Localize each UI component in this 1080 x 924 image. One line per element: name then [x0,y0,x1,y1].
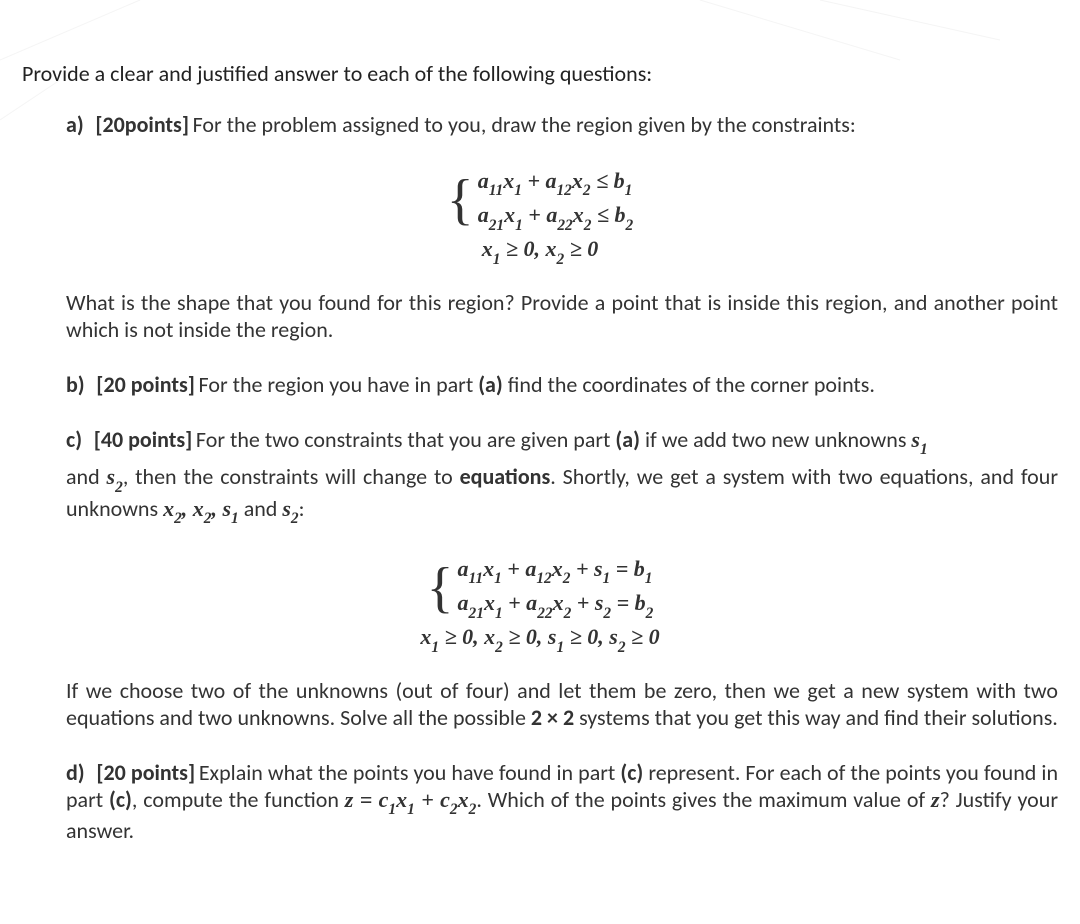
question-c-varslist: x2, x2, s1 [163,496,239,521]
question-c-text4: , then the constraints will change to [123,463,460,490]
question-b-text2: find the coordinates of the corner point… [503,371,875,398]
question-b-points: [20 points] [96,371,195,398]
left-brace-icon: { [427,563,454,613]
question-c-bold1: (a) [615,426,640,453]
question-b-bold: (a) [478,371,503,398]
question-c-var3: s2 [282,496,298,521]
question-c: c) [40 points] For the two constraints t… [66,426,1058,526]
question-c-bold2: equations [460,463,551,490]
question-c-fu2: systems that you get this way and find t… [574,704,1058,731]
question-a-text: For the problem assigned to you, draw th… [193,111,856,138]
question-c-points: [40 points] [94,426,193,453]
question-c-math: { a11x1 + a12x2 + s1 = b1 a21x1 + a22x2 … [22,554,1058,655]
question-c-text6: and [239,495,283,522]
question-d-text1: Explain what the points you have found i… [199,759,621,786]
question-c-text1: For the two constraints that you are giv… [196,426,615,453]
question-d-text3: , compute the function [132,786,345,813]
math-c-line1: a11x1 + a12x2 + s1 = b1 [458,554,654,588]
question-a: a) [20points] For the problem assigned t… [66,111,1058,138]
question-a-points: [20points] [95,111,189,138]
question-d-bold1: (c) [620,759,643,786]
question-d-bold2: (c) [109,786,132,813]
question-c-text7: : [299,495,305,522]
question-a-label: a) [66,111,84,138]
question-a-math: { a11x1 + a12x2 ≤ b1 a21x1 + a22x2 ≤ b2 … [22,166,1058,267]
math-c-line3: x1 ≥ 0, x2 ≥ 0, s1 ≥ 0, s2 ≥ 0 [22,624,1058,654]
question-b: b) [20 points] For the region you have i… [66,371,1058,398]
math-a-line1: a11x1 + a12x2 ≤ b1 [478,166,634,200]
question-c-var1: s1 [911,427,927,452]
question-c-text3: and [66,463,107,490]
question-b-label: b) [66,371,85,398]
question-b-text1: For the region you have in part [199,371,479,398]
question-d-varz: z [931,787,940,812]
question-c-fu-bold: 2 × 2 [531,704,574,731]
question-d-eq: z = c1x1 + c2x2 [345,787,477,812]
question-d: d) [20 points] Explain what the points y… [66,759,1058,844]
question-c-text2: if we add two new unknowns [640,426,911,453]
math-c-line2: a21x1 + a22x2 + s2 = b2 [458,588,654,622]
math-a-line3: x1 ≥ 0, x2 ≥ 0 [22,236,1058,266]
question-d-label: d) [66,759,85,786]
question-d-text4: . Which of the points gives the maximum … [476,786,931,813]
intro-text: Provide a clear and justified answer to … [22,60,1058,87]
question-c-label: c) [66,426,82,453]
math-a-line2: a21x1 + a22x2 ≤ b2 [478,200,634,234]
question-a-followup: What is the shape that you found for thi… [66,289,1058,343]
question-d-points: [20 points] [96,759,195,786]
question-c-followup: If we choose two of the unknowns (out of… [66,677,1058,731]
question-c-var2: s2 [107,464,123,489]
left-brace-icon: { [447,175,474,225]
